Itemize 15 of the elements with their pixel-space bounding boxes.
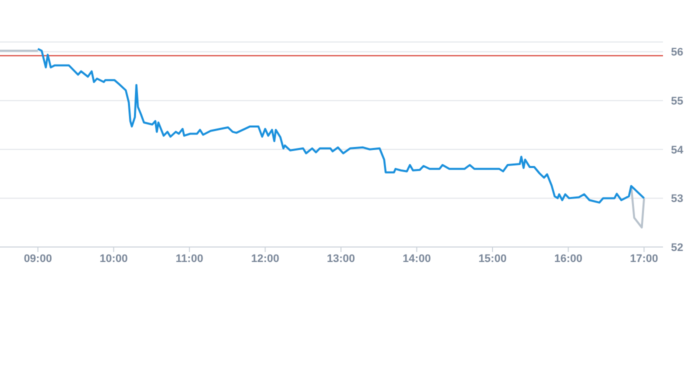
x-tick-label: 17:00	[630, 252, 658, 265]
x-tick-label: 16:00	[554, 252, 582, 265]
x-tick-label: 09:00	[24, 252, 52, 265]
x-tick-label: 11:00	[176, 252, 204, 265]
y-tick-label: 56	[671, 46, 684, 59]
y-tick-label: 53	[671, 193, 684, 206]
x-tick-label: 15:00	[478, 252, 507, 265]
x-tick-label: 10:00	[100, 252, 128, 265]
x-tick-label: 12:00	[251, 252, 280, 265]
x-tick-label: 13:00	[326, 252, 356, 265]
y-tick-label: 54	[671, 144, 684, 156]
y-tick-label: 52	[671, 242, 684, 254]
x-tick-label: 14:00	[402, 252, 431, 265]
line-series	[36, 48, 646, 204]
y-tick-label: 55	[671, 95, 684, 108]
